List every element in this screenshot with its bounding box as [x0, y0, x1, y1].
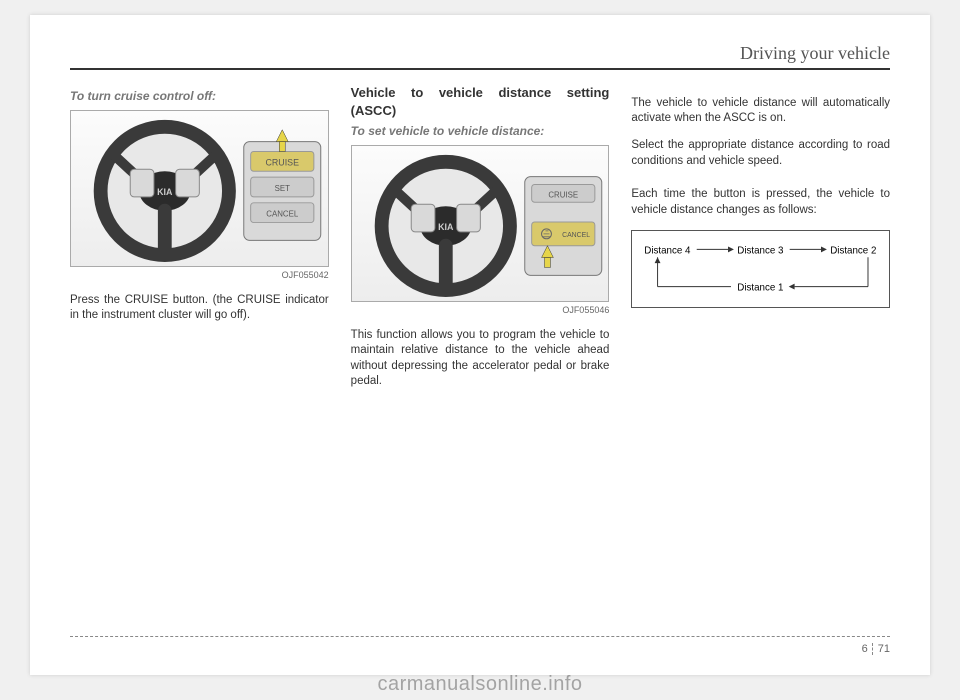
- figure-distance-set: KIA CRUISE CANCEL: [351, 145, 610, 302]
- svg-text:CRUISE: CRUISE: [265, 157, 299, 167]
- column-1: To turn cruise control off: KIA CRUISE: [70, 84, 329, 401]
- watermark-text: carmanualsonline.info: [0, 673, 960, 696]
- svg-text:CRUISE: CRUISE: [548, 191, 578, 200]
- column-2: Vehicle to vehicle distance setting (ASC…: [351, 84, 610, 401]
- col3-p1: The vehicle to vehicle distance will aut…: [631, 96, 890, 127]
- col1-subheading: To turn cruise control off:: [70, 88, 329, 104]
- col2-heading: Vehicle to vehicle distance setting (ASC…: [351, 84, 610, 119]
- steering-wheel-illustration: KIA CRUISE SET CANCEL: [71, 111, 328, 266]
- figure-code-1: OJF055042: [70, 269, 329, 281]
- cycle-svg: Distance 4 Distance 3 Distance 2 Distanc…: [638, 239, 883, 299]
- col3-p3: Each time the button is pressed, the veh…: [631, 187, 890, 218]
- col2-subheading: To set vehicle to vehicle distance:: [351, 123, 610, 139]
- figure-cruise-off: KIA CRUISE SET CANCEL: [70, 110, 329, 267]
- section-number: 6: [862, 643, 873, 655]
- col1-body: Press the CRUISE button. (the CRUISE ind…: [70, 293, 329, 324]
- svg-text:KIA: KIA: [438, 222, 454, 232]
- page-footer: 6 71: [70, 636, 890, 655]
- col2-body: This function allows you to program the …: [351, 328, 610, 390]
- content-columns: To turn cruise control off: KIA CRUISE: [70, 84, 890, 401]
- header-rule: [70, 68, 890, 70]
- cycle-d3: Distance 3: [738, 245, 784, 256]
- svg-text:CANCEL: CANCEL: [266, 210, 299, 219]
- svg-text:KIA: KIA: [157, 187, 173, 197]
- page-number: 71: [878, 643, 890, 655]
- cycle-d2: Distance 2: [831, 245, 877, 256]
- cycle-d4: Distance 4: [645, 245, 692, 256]
- column-3: The vehicle to vehicle distance will aut…: [631, 84, 890, 401]
- figure-code-2: OJF055046: [351, 304, 610, 316]
- manual-page: Driving your vehicle To turn cruise cont…: [30, 15, 930, 675]
- steering-wheel-illustration-2: KIA CRUISE CANCEL: [352, 146, 609, 301]
- cycle-d1: Distance 1: [738, 282, 784, 293]
- svg-text:CANCEL: CANCEL: [562, 232, 590, 239]
- chapter-title: Driving your vehicle: [70, 43, 890, 68]
- col3-p2: Select the appropriate distance accordin…: [631, 138, 890, 169]
- distance-cycle-diagram: Distance 4 Distance 3 Distance 2 Distanc…: [631, 230, 890, 308]
- svg-text:SET: SET: [275, 184, 291, 193]
